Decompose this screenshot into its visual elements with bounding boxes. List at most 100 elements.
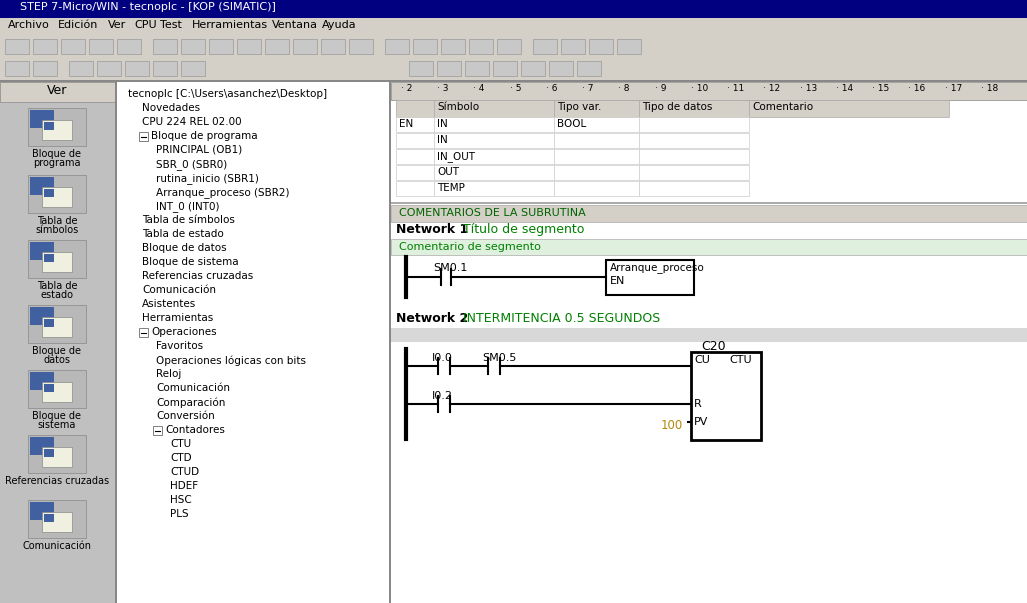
Text: Archivo: Archivo	[8, 20, 49, 30]
Bar	[28, 240, 86, 278]
Text: · 18: · 18	[981, 84, 998, 93]
Bar	[181, 61, 205, 76]
Text: · 4: · 4	[473, 84, 485, 93]
Bar	[28, 108, 86, 146]
Text: Tipo var.: Tipo var.	[557, 102, 602, 112]
Text: Bloque de: Bloque de	[33, 149, 81, 159]
Bar	[44, 189, 54, 197]
Bar	[117, 82, 389, 603]
Bar	[385, 39, 409, 54]
Bar	[293, 39, 317, 54]
Text: rutina_inicio (SBR1): rutina_inicio (SBR1)	[156, 173, 259, 184]
Text: HDEF: HDEF	[170, 481, 198, 491]
Text: OUT: OUT	[438, 167, 459, 177]
Bar	[30, 307, 54, 325]
Bar	[117, 39, 141, 54]
Bar	[0, 80, 1027, 82]
Text: CTU: CTU	[729, 355, 752, 365]
Bar	[749, 100, 949, 117]
Text: COMENTARIOS DE LA SUBRUTINA: COMENTARIOS DE LA SUBRUTINA	[400, 208, 585, 218]
Bar	[0, 0, 1027, 18]
Bar	[549, 61, 573, 76]
Bar	[391, 82, 1027, 603]
Text: Edición: Edición	[58, 20, 99, 30]
Bar	[554, 165, 639, 180]
Text: Comunicación: Comunicación	[23, 541, 91, 551]
Text: Arranque_proceso: Arranque_proceso	[610, 262, 705, 273]
Text: Operaciones lógicas con bits: Operaciones lógicas con bits	[156, 355, 306, 365]
Text: STEP 7-Micro/WIN - tecnoplc - [KOP (SIMATIC)]: STEP 7-Micro/WIN - tecnoplc - [KOP (SIMA…	[20, 2, 276, 12]
Bar	[391, 239, 1027, 255]
Text: estado: estado	[40, 290, 74, 300]
Bar	[391, 205, 1027, 222]
Bar	[5, 39, 29, 54]
Text: EN: EN	[400, 119, 413, 129]
Text: 100: 100	[661, 419, 683, 432]
Text: Asistentes: Asistentes	[142, 299, 196, 309]
Bar	[44, 449, 54, 457]
Bar	[396, 181, 434, 196]
Text: PLS: PLS	[170, 509, 189, 519]
Bar	[28, 500, 86, 538]
Bar	[561, 39, 585, 54]
Bar	[33, 39, 58, 54]
Bar	[28, 435, 86, 473]
Bar	[89, 39, 113, 54]
Bar	[115, 82, 117, 603]
Bar	[0, 82, 115, 102]
Bar	[33, 61, 58, 76]
Bar	[639, 181, 749, 196]
Text: · 13: · 13	[800, 84, 816, 93]
Bar	[434, 117, 554, 132]
Bar	[69, 61, 93, 76]
Bar	[44, 319, 54, 327]
Text: · 15: · 15	[872, 84, 889, 93]
Text: CU: CU	[694, 355, 710, 365]
Bar	[28, 305, 86, 343]
Bar	[493, 61, 517, 76]
Bar	[554, 133, 639, 148]
Text: Network 1: Network 1	[396, 223, 468, 236]
Bar	[28, 370, 86, 408]
Text: · 16: · 16	[908, 84, 925, 93]
Text: IN: IN	[438, 135, 448, 145]
Text: datos: datos	[43, 355, 71, 365]
Bar	[391, 82, 1027, 100]
Bar	[409, 61, 433, 76]
Bar	[396, 149, 434, 164]
Text: Network 2: Network 2	[396, 312, 468, 325]
Text: · 14: · 14	[836, 84, 853, 93]
Bar	[0, 58, 1027, 80]
Text: Test: Test	[160, 20, 182, 30]
Text: Comunicación: Comunicación	[156, 383, 230, 393]
Bar	[153, 39, 177, 54]
Bar	[554, 149, 639, 164]
Bar	[438, 61, 461, 76]
Text: · 6: · 6	[546, 84, 558, 93]
Text: Reloj: Reloj	[156, 369, 182, 379]
Text: PV: PV	[694, 417, 709, 427]
Text: Operaciones: Operaciones	[151, 327, 217, 337]
Bar	[30, 502, 54, 520]
Bar	[577, 61, 601, 76]
Text: CPU 224 REL 02.00: CPU 224 REL 02.00	[142, 117, 241, 127]
Text: Símbolo: Símbolo	[438, 102, 480, 112]
Text: SM0.1: SM0.1	[433, 263, 467, 273]
Text: programa: programa	[33, 158, 81, 168]
Text: Comparación: Comparación	[156, 397, 225, 408]
Bar	[465, 61, 489, 76]
Bar	[639, 100, 749, 117]
Text: CPU: CPU	[134, 20, 157, 30]
Text: Referencias cruzadas: Referencias cruzadas	[142, 271, 254, 281]
Text: Conversión: Conversión	[156, 411, 215, 421]
Text: Bloque de sistema: Bloque de sistema	[142, 257, 238, 267]
Text: Ayuda: Ayuda	[322, 20, 356, 30]
Text: Herramientas: Herramientas	[142, 313, 214, 323]
Bar	[125, 61, 149, 76]
Text: · 11: · 11	[727, 84, 745, 93]
Text: Contadores: Contadores	[165, 425, 225, 435]
Text: INTERMITENCIA 0.5 SEGUNDOS: INTERMITENCIA 0.5 SEGUNDOS	[463, 312, 660, 325]
Text: Ver: Ver	[47, 84, 67, 97]
Bar	[42, 382, 72, 402]
Bar	[434, 165, 554, 180]
